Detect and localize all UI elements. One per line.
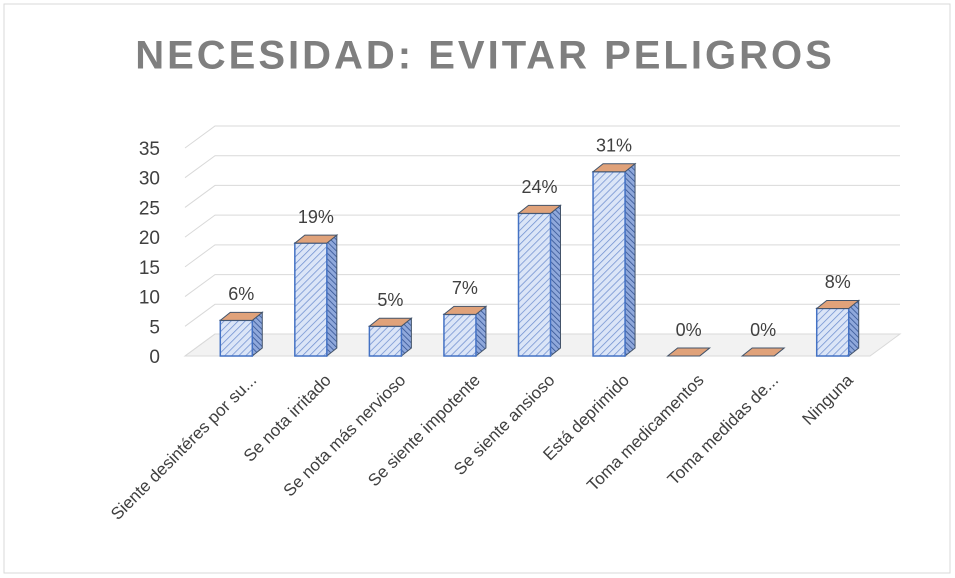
bar-top	[442, 305, 488, 315]
y-tick-label: 30	[139, 169, 160, 190]
bar-side	[326, 234, 338, 358]
grid-line	[184, 184, 900, 208]
bar-front	[219, 319, 254, 357]
bar	[442, 305, 488, 358]
chart-title: NECESIDAD: EVITAR PELIGROS	[135, 34, 835, 78]
bar-front	[815, 307, 850, 357]
y-tick-label: 5	[149, 317, 160, 338]
bar-side	[848, 299, 860, 358]
bar-top	[367, 317, 413, 327]
bar-front	[592, 171, 626, 357]
grid-line	[184, 155, 900, 179]
bar-top	[218, 311, 264, 321]
y-tick-label: 35	[139, 139, 160, 160]
grid-line	[184, 244, 900, 268]
bar-top	[740, 347, 786, 357]
grid-line	[184, 303, 900, 327]
bar	[666, 347, 712, 357]
bar-top	[293, 234, 339, 244]
bar-side	[624, 162, 636, 358]
grid-line	[184, 125, 900, 149]
bar-top	[517, 204, 562, 214]
chart-frame	[3, 3, 951, 574]
data-label: 8%	[825, 272, 851, 292]
data-label: 31%	[596, 136, 632, 156]
bar-top	[666, 347, 712, 357]
bar-front	[294, 242, 328, 357]
bar	[367, 317, 413, 358]
bar	[293, 234, 339, 358]
bar	[740, 347, 786, 357]
bar-front	[443, 313, 477, 357]
grid-line	[184, 214, 900, 238]
bar	[517, 204, 562, 358]
y-tick-label: 25	[139, 198, 160, 219]
bar	[815, 299, 861, 358]
data-label: 19%	[298, 207, 334, 227]
y-tick-label: 10	[139, 288, 160, 309]
bar	[591, 162, 637, 358]
bar-top	[591, 163, 637, 173]
grid-line	[184, 274, 900, 297]
data-label: 0%	[750, 320, 776, 340]
data-label: 5%	[377, 290, 403, 310]
bar	[218, 311, 264, 358]
data-label: 24%	[521, 177, 557, 197]
grid-line	[184, 333, 900, 357]
data-label: 7%	[452, 278, 478, 298]
bar-top	[815, 299, 861, 309]
data-label: 0%	[676, 320, 702, 340]
y-tick-label: 0	[149, 347, 160, 368]
y-tick-label: 15	[139, 258, 160, 279]
bar-front	[368, 325, 403, 357]
bar-side	[550, 204, 561, 358]
y-tick-label: 20	[139, 228, 160, 249]
bar-front	[517, 212, 552, 357]
data-label: 6%	[228, 284, 254, 304]
